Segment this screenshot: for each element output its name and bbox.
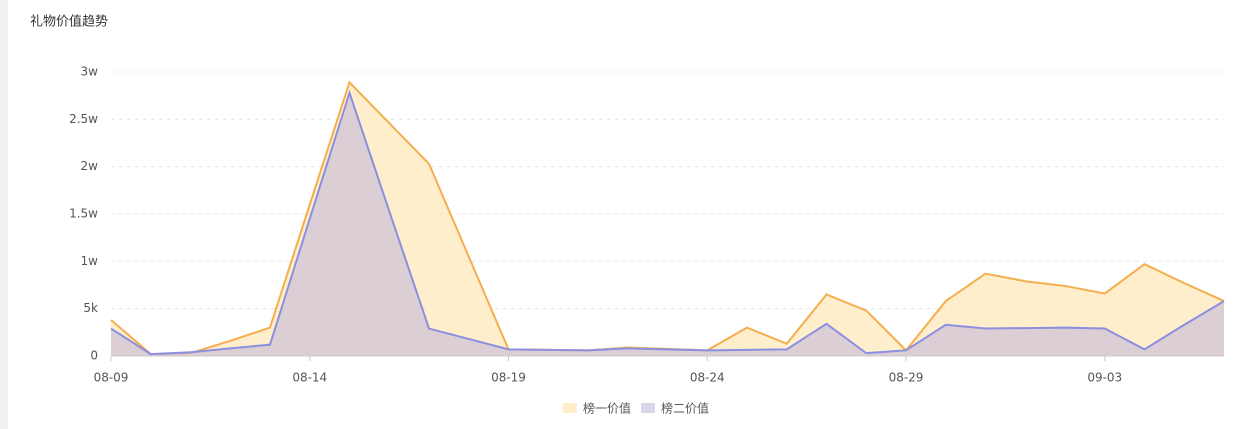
x-tick-label: 08-09 (94, 371, 129, 385)
y-tick-label: 1.5w (69, 207, 98, 221)
legend-label: 榜二价值 (661, 401, 709, 416)
y-tick-label: 2.5w (69, 112, 98, 126)
y-tick-label: 3w (81, 65, 99, 79)
x-tick-label: 08-14 (292, 371, 327, 385)
x-tick-label: 08-19 (491, 371, 526, 385)
side-border (0, 0, 8, 429)
legend-swatch (563, 403, 577, 413)
x-tick-label: 08-24 (690, 371, 725, 385)
legend-swatch (641, 403, 655, 413)
y-tick-label: 2w (81, 159, 99, 173)
y-tick-label: 0 (90, 349, 98, 363)
legend-label: 榜一价值 (583, 401, 631, 416)
x-tick-label: 08-29 (889, 371, 924, 385)
x-tick-label: 09-03 (1087, 371, 1122, 385)
series-line (110, 89, 1225, 356)
chart-title: 礼物价值趋势 (30, 14, 108, 30)
y-tick-label: 1w (81, 254, 99, 268)
y-tick-label: 5k (83, 301, 98, 315)
area-fill (111, 92, 1224, 357)
area-fill (111, 82, 1224, 356)
